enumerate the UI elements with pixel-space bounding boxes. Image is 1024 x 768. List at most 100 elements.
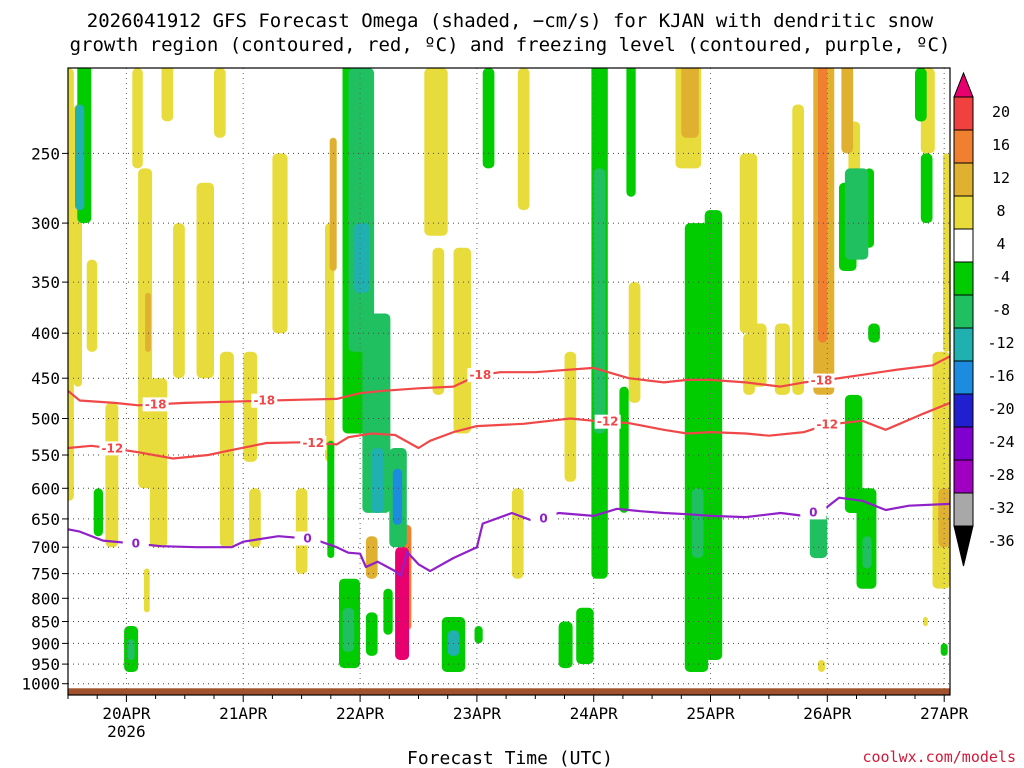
omega-cell	[774, 323, 790, 395]
colorbar-label: -4	[992, 268, 1010, 286]
omega-cell	[862, 536, 872, 569]
y-tick-label: 950	[31, 655, 60, 674]
colorbar-segment	[953, 459, 974, 494]
colorbar-segment	[953, 327, 974, 362]
omega-cell	[348, 68, 375, 352]
contour-label-bg	[122, 536, 149, 551]
omega-cell	[143, 568, 150, 613]
omega-cell	[739, 153, 758, 334]
contour-label-bg	[594, 414, 621, 429]
colorbar-segment	[953, 228, 974, 263]
contour-label-bg	[530, 511, 557, 526]
omega-cell	[943, 153, 950, 352]
omega-cell	[365, 536, 378, 579]
omega-cell	[915, 68, 927, 122]
y-tick-label: 650	[31, 510, 60, 529]
colorbar-segment	[953, 360, 974, 395]
x-tick-label: 27APR	[920, 704, 969, 723]
omega-cell	[127, 639, 135, 660]
y-tick-label: 400	[31, 324, 60, 343]
contour-label: -18	[253, 394, 275, 408]
colorbar-label: 20	[992, 103, 1010, 121]
omega-cell	[392, 468, 403, 525]
omega-cell	[844, 394, 863, 513]
y-tick-label: 800	[31, 589, 60, 608]
contour-label: 0	[303, 532, 311, 546]
omega-cell	[626, 68, 636, 197]
contour-label-bg	[467, 368, 494, 383]
chart-title-line-2: growth region (contoured, red, ºC) and f…	[70, 34, 951, 56]
credit-text[interactable]: coolwx.com/models	[862, 748, 1016, 766]
omega-cell	[395, 547, 410, 660]
y-tick-label: 700	[31, 538, 60, 557]
ground-band	[68, 688, 950, 695]
omega-cell	[619, 386, 629, 513]
omega-shading	[68, 68, 950, 672]
omega-cell	[214, 68, 226, 138]
omega-cell	[809, 513, 828, 559]
y-tick-label: 1000	[21, 675, 60, 694]
omega-cell	[818, 660, 825, 672]
omega-cell	[923, 617, 928, 626]
colorbar-label: -8	[992, 301, 1010, 319]
omega-cell	[371, 448, 384, 513]
contour-label: -12	[102, 441, 124, 455]
contour-label: 0	[809, 505, 817, 519]
colorbar-segment	[953, 96, 974, 131]
omega-cell	[684, 223, 709, 672]
contour-label-bg	[294, 531, 321, 546]
y-axis-ticks: 250 300 350 400 450 500 550 600 650 700 750 800 850 9…	[21, 144, 68, 694]
omega-cell	[511, 488, 524, 579]
colorbar-label: 8	[996, 202, 1005, 220]
omega-cell	[196, 182, 214, 379]
omega-cell	[75, 104, 85, 211]
colorbar-arrow-bottom	[953, 525, 974, 567]
x-tick-year: 2026	[107, 722, 146, 741]
y-tick-label: 550	[31, 446, 60, 465]
omega-cell	[329, 137, 337, 271]
contour-label-bg	[300, 436, 327, 450]
omega-cell	[453, 247, 471, 434]
contour-label: -18	[145, 397, 167, 411]
contour-label: 0	[539, 512, 547, 526]
colorbar-label: 12	[992, 169, 1010, 187]
omega-cell	[327, 440, 335, 558]
colorbar-label: -32	[987, 499, 1014, 517]
omega-cell	[920, 153, 933, 224]
colorbar-label: -12	[987, 334, 1014, 352]
colorbar-segment	[953, 393, 974, 428]
omega-cell	[132, 68, 143, 169]
omega-cell	[173, 223, 185, 379]
x-tick-label: 22APR	[336, 704, 385, 723]
omega-cell	[161, 68, 174, 122]
omega-cell	[558, 621, 573, 669]
y-tick-label: 500	[31, 410, 60, 429]
chart-title-line-1: 2026041912 GFS Forecast Omega (shaded, −…	[87, 10, 934, 32]
contour-label: -18	[470, 368, 492, 382]
colorbar-label: -24	[987, 433, 1014, 451]
omega-cell	[868, 323, 880, 343]
colorbar-label: -28	[987, 466, 1014, 484]
x-tick-label: 20APR	[102, 704, 151, 723]
colorbar-segment	[953, 129, 974, 164]
omega-cell	[354, 223, 370, 293]
omega-cell	[424, 68, 448, 236]
colorbar-label: -20	[987, 400, 1014, 418]
omega-cell	[628, 282, 641, 403]
omega-cell	[474, 626, 483, 644]
y-tick-label: 850	[31, 613, 60, 632]
omega-cell	[383, 588, 393, 635]
omega-cell	[93, 488, 103, 537]
omega-cell	[844, 168, 869, 260]
contour-label-bg	[808, 373, 835, 388]
plot-frame	[67, 67, 951, 696]
contour-label: 0	[132, 537, 140, 551]
contour-label-bg	[814, 417, 841, 432]
omega-cell	[342, 607, 355, 652]
colorbar-segment	[953, 162, 974, 197]
contour-label-bg	[251, 393, 278, 408]
colorbar-label: -16	[987, 367, 1014, 385]
contour-label: -12	[302, 436, 324, 450]
